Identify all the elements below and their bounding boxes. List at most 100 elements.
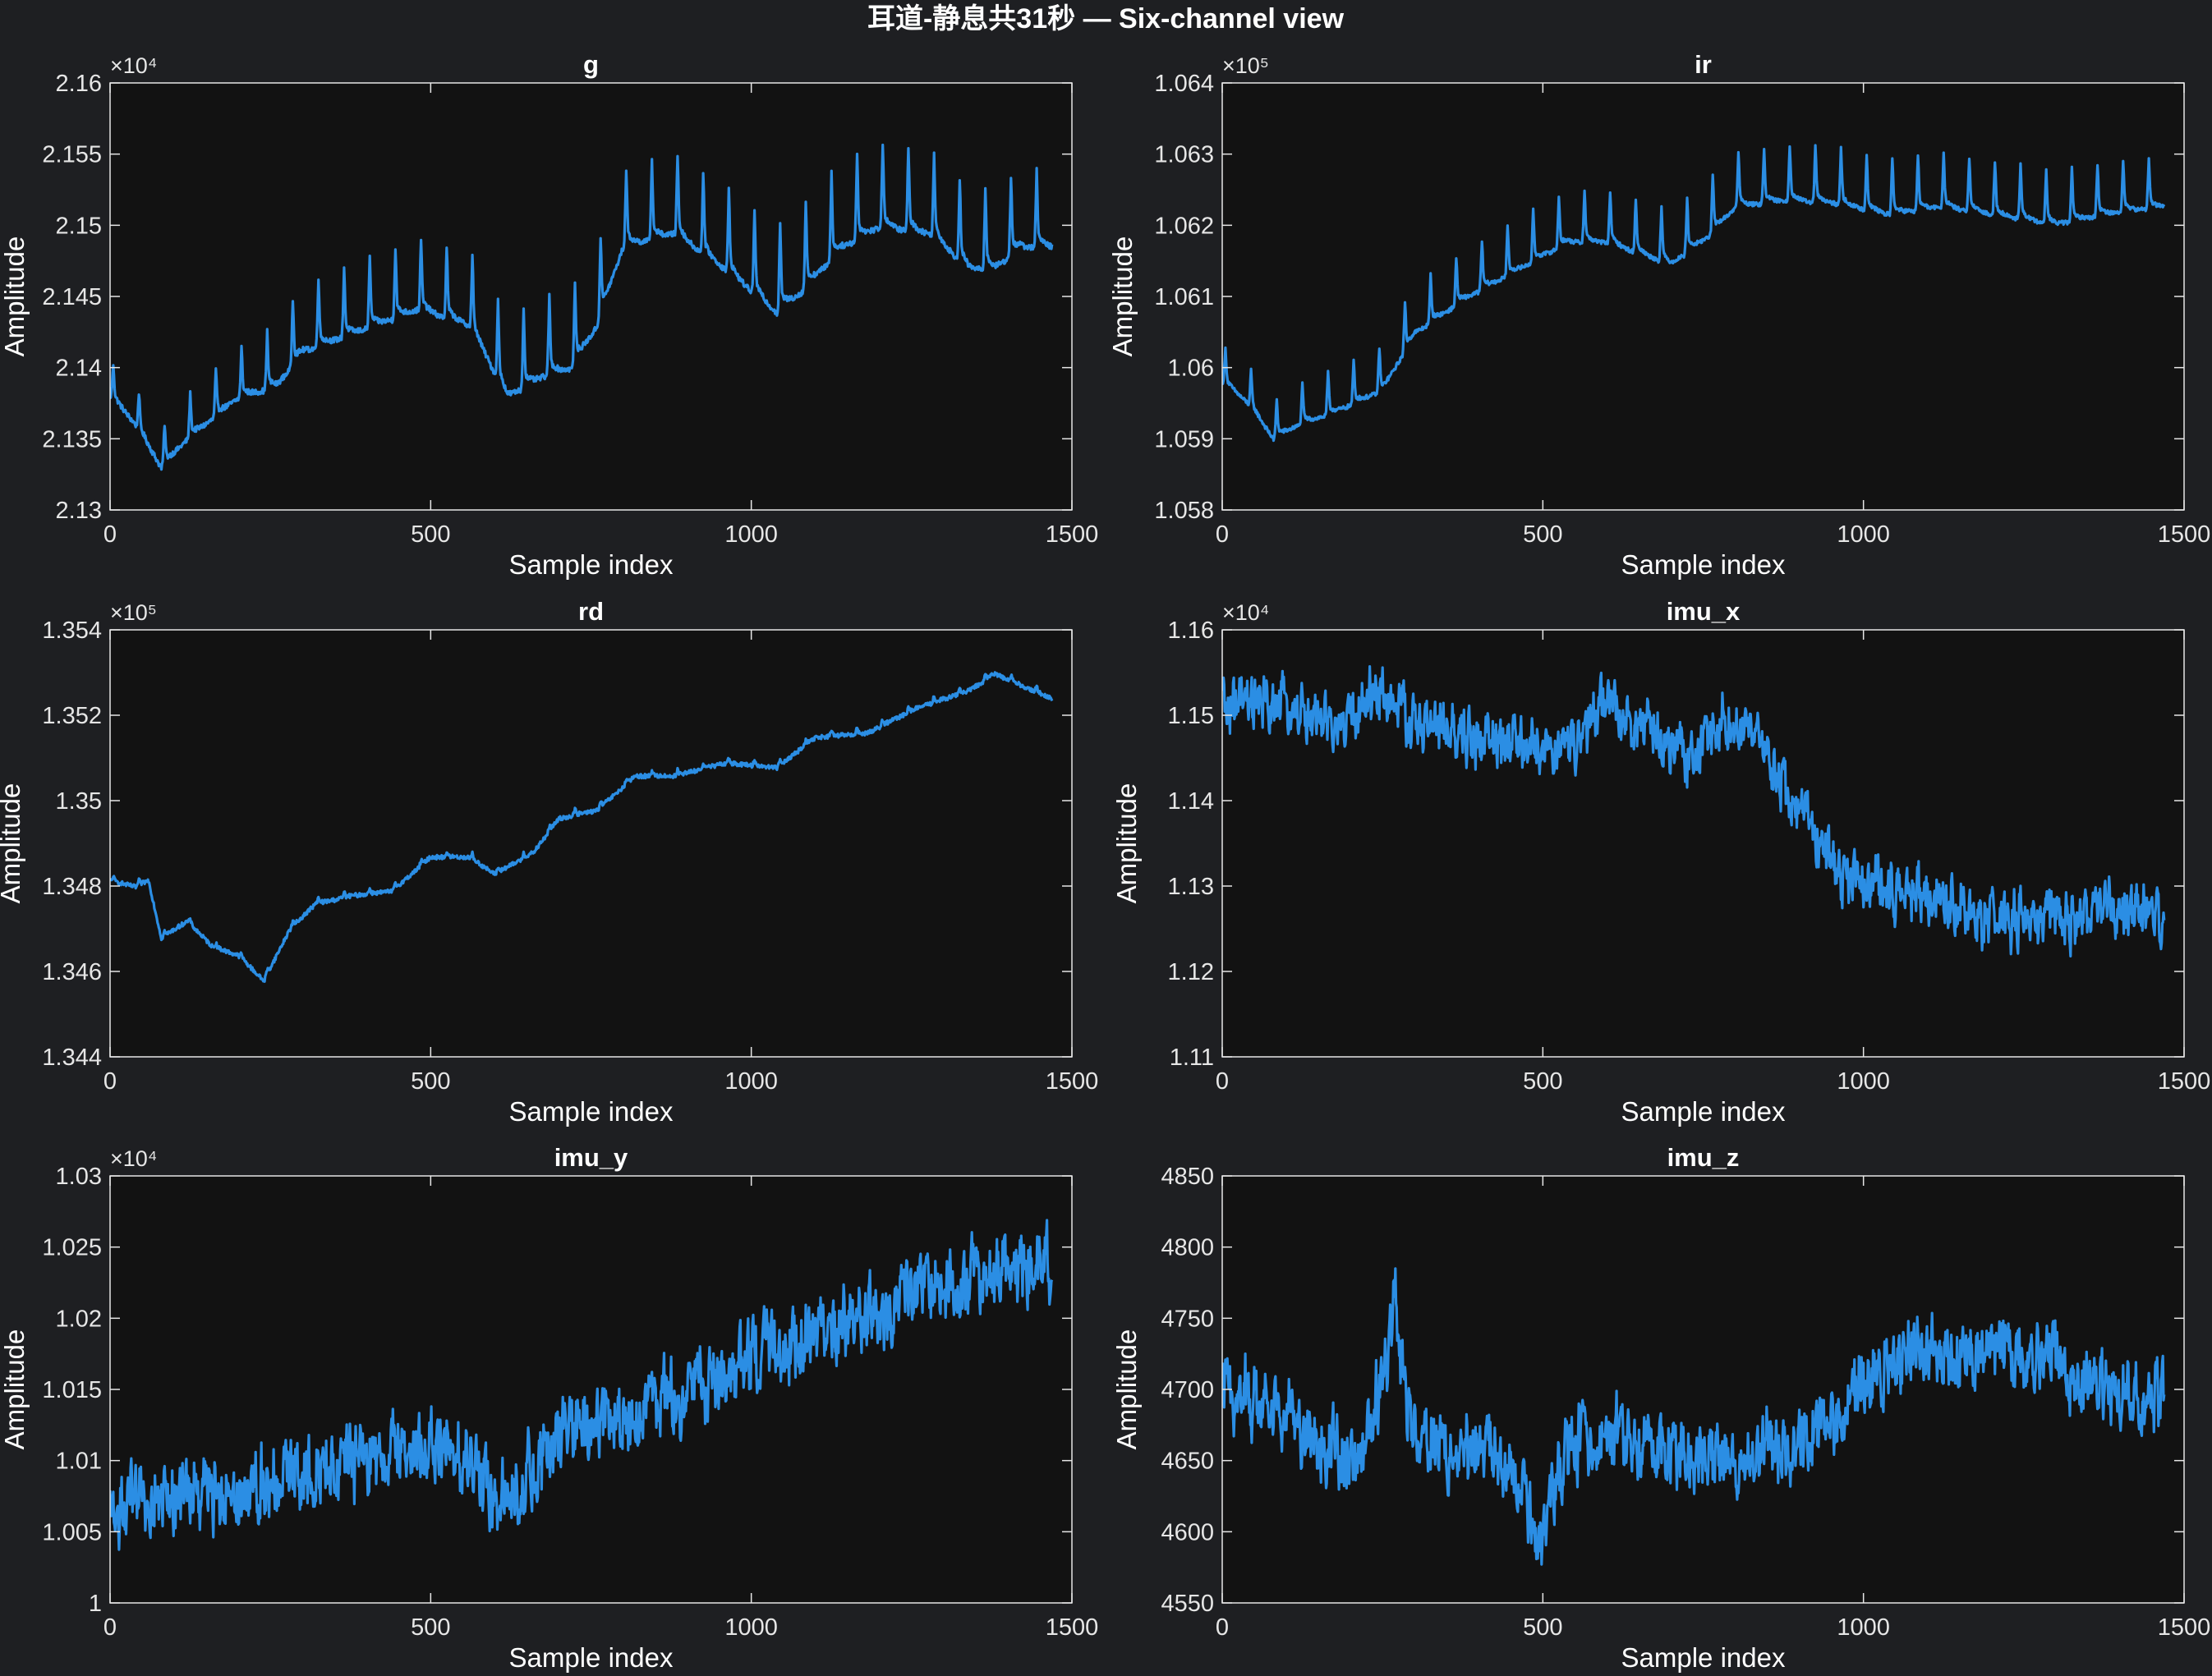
y-tick-label: 2.14: [56, 356, 102, 382]
chart-panel-rd: 0 500 1000 1500 1.344 1.346 1.348 1.35 1.352 1.35…: [0, 597, 1098, 1127]
x-tick-label: 0: [103, 1614, 117, 1641]
y-tick-label: 1.005: [42, 1519, 102, 1545]
series-line: [1222, 665, 2166, 957]
x-tick-label: 1500: [2158, 1614, 2211, 1641]
x-tick-label: 500: [411, 1614, 450, 1641]
x-tick-label: 1500: [2158, 521, 2211, 548]
panel-title: imu_z: [1667, 1143, 1740, 1172]
y-tick-label: 1.12: [1168, 959, 1214, 985]
y-tick-label: 2.135: [42, 426, 102, 452]
y-tick-label: 1.063: [1154, 142, 1214, 168]
x-tick-label: 1000: [1837, 521, 1890, 548]
y-exponent-label: ×10⁴: [110, 1146, 157, 1171]
plot-area: [1222, 83, 2184, 510]
chart-panel-ir: 0 500 1000 1500 1.058 1.059 1.06 1.061 1.062 1.06…: [1107, 50, 2210, 580]
y-tick-label: 1.061: [1154, 284, 1214, 310]
y-tick-label: 1.025: [42, 1235, 102, 1261]
chart-panel-imu-x: 0 500 1000 1500 1.11 1.12 1.13 1.14 1.15 1.16 ×10⁴…: [1111, 597, 2210, 1127]
x-tick-label: 0: [1216, 521, 1229, 548]
x-tick-label: 500: [411, 521, 450, 548]
x-tick-label: 1000: [724, 521, 778, 548]
x-tick-label: 1000: [1837, 1068, 1890, 1095]
y-tick-label: 2.16: [56, 71, 102, 97]
y-tick-label: 1.35: [56, 788, 102, 815]
series-line: [110, 671, 1054, 983]
y-tick-label: 1.06: [1168, 356, 1214, 382]
x-tick-label: 1500: [2158, 1068, 2211, 1095]
plot-area: [110, 1176, 1072, 1603]
y-tick-label: 4650: [1161, 1449, 1214, 1475]
y-exponent-label: ×10⁵: [1222, 53, 1269, 78]
y-tick-label: 4850: [1161, 1164, 1214, 1190]
x-tick-label: 0: [1216, 1614, 1229, 1641]
chart-panel-g: 0 500 1000 1500 2.13 2.135 2.14 2.145 2.15 2.155 2…: [0, 50, 1098, 580]
x-tick-label: 1000: [724, 1068, 778, 1095]
y-exponent-label: ×10⁵: [110, 600, 157, 625]
y-tick-label: 2.155: [42, 142, 102, 168]
y-axis-label: Amplitude: [1107, 236, 1138, 357]
series-line: [110, 143, 1054, 471]
y-axis-label: Amplitude: [0, 1329, 30, 1450]
y-tick-label: 1.14: [1168, 788, 1214, 815]
y-tick-label: 4600: [1161, 1519, 1214, 1545]
x-tick-label: 1500: [1046, 521, 1099, 548]
y-tick-label: 1.11: [1170, 1045, 1214, 1071]
x-axis-label: Sample index: [1621, 1096, 1786, 1127]
y-tick-label: 1.03: [56, 1164, 102, 1190]
series-line: [1222, 1267, 2166, 1566]
series-line: [1222, 144, 2166, 443]
x-axis-label: Sample index: [509, 1642, 674, 1673]
axes-frame: [1221, 629, 2185, 1058]
y-tick-label: 1.352: [42, 703, 102, 729]
chart-panel-imu-y: 0 500 1000 1500 1 1.005 1.01 1.015 1.02 1.025 1.03…: [0, 1143, 1098, 1673]
y-tick-label: 1.059: [1154, 426, 1214, 452]
y-axis-label: Amplitude: [0, 783, 25, 904]
x-axis-label: Sample index: [509, 1096, 674, 1127]
y-tick-label: 1.15: [1168, 703, 1214, 729]
y-tick-label: 1.13: [1168, 874, 1214, 900]
panel-title: g: [583, 50, 599, 79]
y-tick-label: 4550: [1161, 1591, 1214, 1617]
plot-area: [110, 630, 1072, 1057]
y-tick-label: 1.01: [56, 1449, 102, 1475]
y-tick-label: 1.064: [1154, 71, 1214, 97]
x-tick-label: 1500: [1046, 1068, 1099, 1095]
plot-area: [110, 83, 1072, 510]
axes-frame: [109, 629, 1073, 1058]
y-tick-label: 1.015: [42, 1377, 102, 1403]
x-tick-label: 500: [1523, 521, 1562, 548]
x-tick-label: 1000: [1837, 1614, 1890, 1641]
y-tick-label: 2.15: [56, 213, 102, 239]
x-tick-label: 1500: [1046, 1614, 1099, 1641]
y-tick-label: 1.346: [42, 959, 102, 985]
y-tick-label: 4800: [1161, 1235, 1214, 1261]
x-axis-label: Sample index: [509, 549, 674, 580]
x-tick-label: 0: [103, 521, 117, 548]
y-tick-label: 2.13: [56, 498, 102, 524]
y-tick-label: 1.062: [1154, 213, 1214, 239]
series-line: [110, 1219, 1054, 1551]
y-tick-label: 1: [89, 1591, 102, 1617]
y-tick-label: 2.145: [42, 284, 102, 310]
panel-title: imu_x: [1667, 597, 1741, 626]
figure-title: 耳道-静息共31秒 — Six-channel view: [867, 2, 1345, 34]
y-tick-label: 1.344: [42, 1045, 102, 1071]
y-tick-label: 1.348: [42, 874, 102, 900]
y-axis-label: Amplitude: [1111, 783, 1142, 904]
y-tick-label: 1.16: [1168, 618, 1214, 644]
x-tick-label: 0: [103, 1068, 117, 1095]
x-axis-label: Sample index: [1621, 1642, 1786, 1673]
x-tick-label: 500: [411, 1068, 450, 1095]
y-axis-label: Amplitude: [0, 236, 30, 357]
panel-title: rd: [578, 597, 604, 626]
y-exponent-label: ×10⁴: [1222, 600, 1269, 625]
panel-title: imu_y: [554, 1143, 628, 1172]
x-tick-label: 0: [1216, 1068, 1229, 1095]
y-axis-label: Amplitude: [1111, 1329, 1142, 1450]
x-axis-label: Sample index: [1621, 549, 1786, 580]
x-tick-label: 500: [1523, 1614, 1562, 1641]
y-tick-label: 4750: [1161, 1306, 1214, 1332]
y-tick-label: 4700: [1161, 1377, 1214, 1403]
x-tick-label: 500: [1523, 1068, 1562, 1095]
